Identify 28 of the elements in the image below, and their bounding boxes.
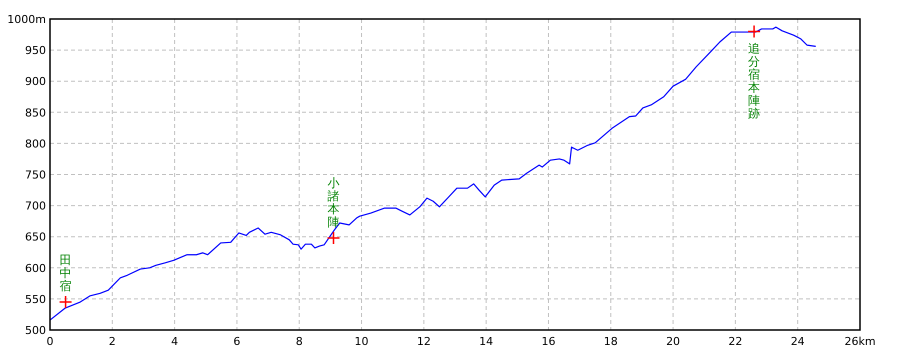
y-tick-label: 700 — [25, 200, 46, 213]
y-tick-label: 950 — [25, 44, 46, 58]
y-tick-label: 1000m — [7, 13, 46, 26]
y-tick-label: 550 — [25, 292, 46, 306]
x-tick-label: 22 — [728, 335, 742, 348]
x-tick-label: 18 — [604, 335, 618, 348]
x-tick-label: 24 — [790, 335, 805, 348]
x-tick-label: 6 — [233, 335, 240, 348]
y-tick-label: 750 — [25, 168, 46, 182]
x-tick-label: 26km — [844, 335, 876, 348]
x-tick-label: 2 — [108, 335, 116, 348]
y-tick-label: 500 — [25, 324, 46, 337]
y-tick-label: 600 — [25, 262, 46, 275]
x-tick-label: 12 — [416, 335, 431, 348]
x-tick-label: 14 — [479, 335, 494, 348]
y-tick-label: 800 — [25, 137, 46, 150]
annotation: 小諸本陣 — [328, 176, 340, 229]
x-tick-label: 8 — [296, 335, 303, 348]
y-tick-label: 650 — [25, 230, 46, 244]
annotation: 田中宿 — [60, 253, 72, 294]
annotation: 追分宿本陣跡 — [748, 41, 760, 120]
x-tick-label: 20 — [666, 335, 680, 348]
y-tick-label: 850 — [25, 106, 46, 120]
x-tick-label: 10 — [354, 335, 369, 348]
x-tick-label: 0 — [46, 335, 54, 348]
x-tick-label: 16 — [541, 335, 556, 348]
x-tick-label: 4 — [171, 335, 178, 348]
y-tick-label: 900 — [25, 75, 46, 88]
